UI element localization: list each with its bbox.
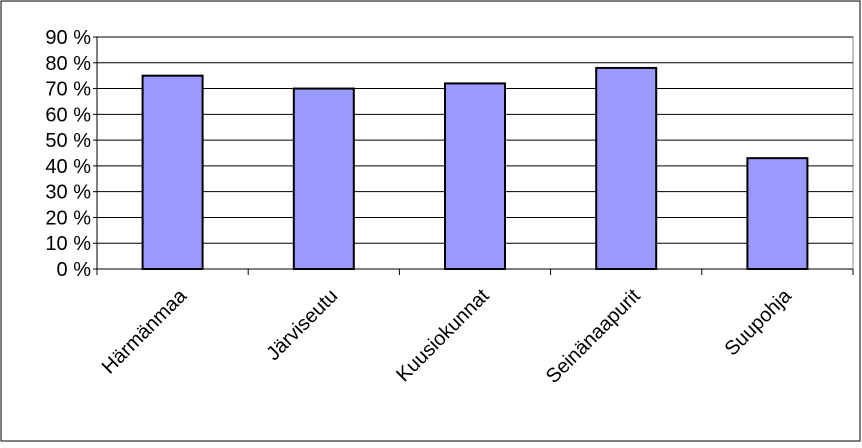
bar — [595, 66, 658, 270]
y-tick-label: 60 % — [45, 104, 91, 126]
bar — [141, 74, 204, 270]
bar — [292, 87, 355, 270]
bar — [444, 82, 506, 271]
y-tick-label: 40 % — [45, 156, 91, 178]
y-tick-label: 0 % — [57, 259, 92, 281]
y-tick-label: 70 % — [45, 79, 91, 101]
y-tick-label: 80 % — [45, 53, 91, 75]
y-tick-label: 50 % — [45, 130, 91, 152]
y-tick-label: 90 % — [45, 27, 91, 49]
y-tick-label: 30 % — [45, 182, 91, 204]
y-tick-label: 20 % — [45, 207, 91, 229]
bar — [746, 157, 809, 270]
y-tick-label: 10 % — [45, 233, 91, 255]
